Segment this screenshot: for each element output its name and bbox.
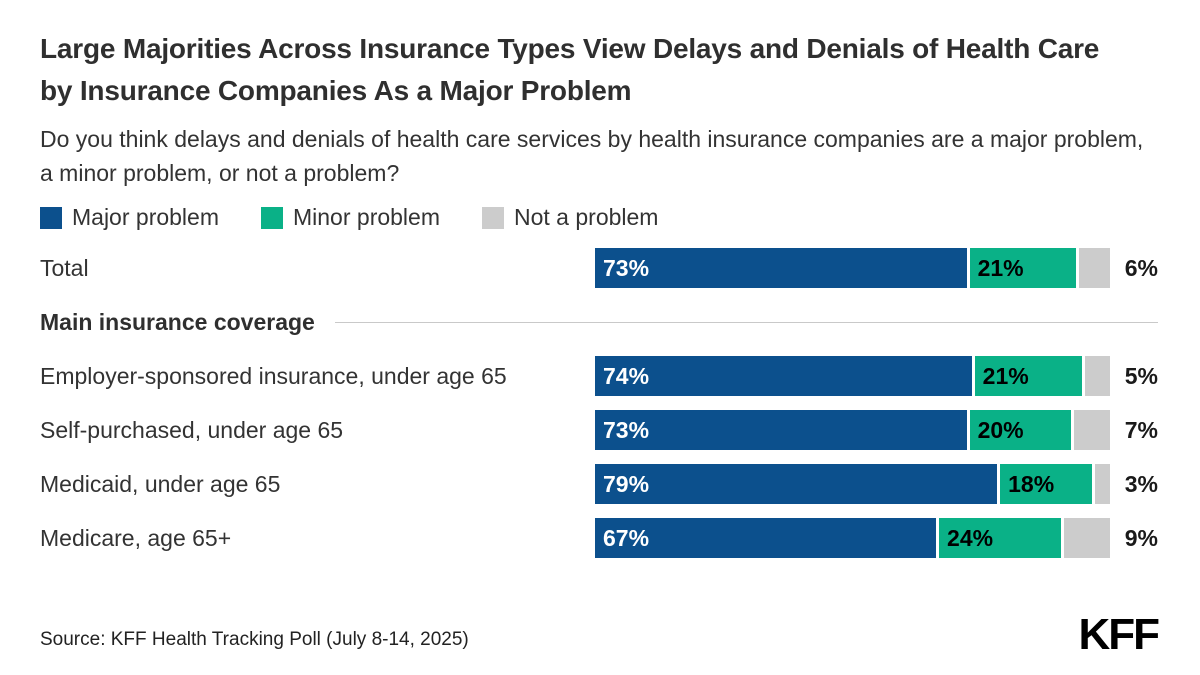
legend-item-minor-problem: Minor problem: [261, 204, 440, 231]
section-header-label: Main insurance coverage: [40, 308, 315, 335]
bar-value-label: 73%: [603, 416, 650, 443]
legend: Major problem Minor problem Not a problem: [40, 204, 1158, 231]
bar-value-label: 21%: [982, 362, 1029, 389]
bar-segment-not-a-problem: [1064, 518, 1110, 559]
bar-value-label: 18%: [1008, 470, 1055, 497]
bar-value-label: 79%: [603, 470, 650, 497]
legend-label: Minor problem: [293, 204, 440, 231]
bar-track: 79% 18%: [595, 464, 1110, 505]
bar-value-label: 20%: [977, 416, 1024, 443]
bar-value-label-outside: 5%: [1124, 362, 1158, 389]
bar-value-label-outside: 7%: [1124, 416, 1158, 443]
bar-value-label-outside: 9%: [1124, 524, 1158, 551]
bar-segment-major-problem: 79%: [595, 464, 998, 505]
kff-logo: KFF: [1078, 610, 1160, 659]
bar-segment-minor-problem: 24%: [939, 518, 1062, 559]
legend-swatch-icon: [261, 206, 283, 229]
chart-row: Medicare, age 65+ 67% 24% 9%: [40, 518, 1158, 559]
bar-value-label: 73%: [603, 254, 650, 281]
legend-label: Major problem: [72, 204, 219, 231]
chart-row: Total 73% 21% 6%: [40, 248, 1158, 289]
chart-row: Medicaid, under age 65 79% 18% 3%: [40, 464, 1158, 505]
legend-item-not-a-problem: Not a problem: [482, 204, 658, 231]
bar-value-label-outside: 6%: [1124, 254, 1158, 281]
section-header: Main insurance coverage: [40, 302, 1158, 342]
section-divider-line: [334, 321, 1158, 323]
bar-segment-not-a-problem: [1074, 410, 1110, 451]
chart-row: Self-purchased, under age 65 73% 20% 7%: [40, 410, 1158, 451]
chart-subtitle: Do you think delays and denials of healt…: [40, 126, 1144, 187]
row-label: Total: [40, 254, 89, 281]
bar-segment-major-problem: 73%: [595, 410, 967, 451]
bar-track: 67% 24%: [595, 518, 1110, 559]
legend-item-major-problem: Major problem: [40, 204, 219, 231]
bar-segment-major-problem: 67%: [595, 518, 937, 559]
bar-segment-not-a-problem: [1094, 464, 1110, 505]
bar-track: 73% 21%: [595, 248, 1110, 289]
stacked-bar-chart: Total 73% 21% 6% Main insurance coverage Empl…: [40, 248, 1158, 559]
bar-segment-minor-problem: 18%: [1000, 464, 1092, 505]
bar-segment-minor-problem: 21%: [969, 248, 1077, 289]
bar-segment-major-problem: 74%: [595, 356, 972, 397]
source-note: Source: KFF Health Tracking Poll (July 8…: [40, 629, 469, 650]
bar-segment-not-a-problem: [1079, 248, 1110, 289]
bar-segment-minor-problem: 21%: [974, 356, 1082, 397]
row-label: Employer-sponsored insurance, under age …: [40, 362, 507, 389]
bar-track: 73% 20%: [595, 410, 1110, 451]
chart-row: Employer-sponsored insurance, under age …: [40, 356, 1158, 397]
bar-value-label: 21%: [977, 254, 1024, 281]
row-label: Self-purchased, under age 65: [40, 416, 344, 443]
bar-track: 74% 21%: [595, 356, 1110, 397]
bar-value-label-outside: 3%: [1124, 470, 1158, 497]
legend-swatch-icon: [482, 206, 504, 229]
bar-segment-major-problem: 73%: [595, 248, 967, 289]
legend-label: Not a problem: [514, 204, 659, 231]
bar-value-label: 24%: [947, 524, 994, 551]
chart-title: Large Majorities Across Insurance Types …: [40, 33, 1100, 106]
bar-segment-minor-problem: 20%: [969, 410, 1072, 451]
bar-value-label: 67%: [603, 524, 650, 551]
row-label: Medicare, age 65+: [40, 524, 232, 551]
legend-swatch-icon: [40, 206, 62, 229]
row-label: Medicaid, under age 65: [40, 470, 281, 497]
bar-segment-not-a-problem: [1084, 356, 1110, 397]
bar-value-label: 74%: [603, 362, 650, 389]
